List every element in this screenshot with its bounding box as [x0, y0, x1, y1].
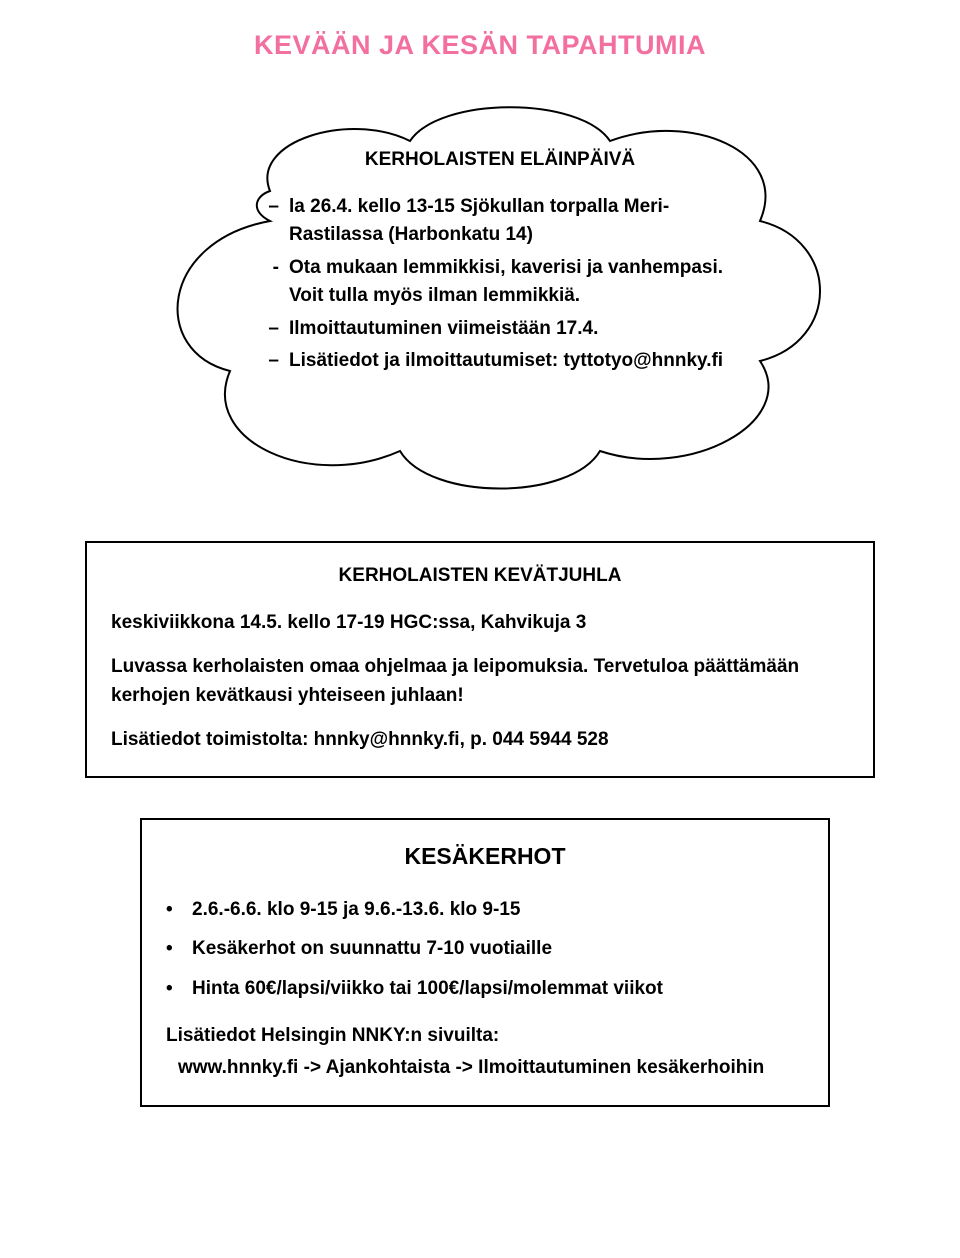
- dash-icon: -: [265, 254, 289, 311]
- box1-heading: KERHOLAISTEN KEVÄTJUHLA: [111, 561, 849, 590]
- cloud-item: – Lisätiedot ja ilmoittautumiset: tyttot…: [265, 347, 735, 376]
- bullet-text: Kesäkerhot on suunnattu 7-10 vuotiaille: [192, 933, 804, 964]
- list-item: • Kesäkerhot on suunnattu 7-10 vuotiaill…: [166, 933, 804, 964]
- box1-para: Luvassa kerholaisten omaa ohjelmaa ja le…: [111, 652, 849, 711]
- dash-icon: –: [265, 193, 289, 250]
- box2-footer2: www.hnnky.fi -> Ajankohtaista -> Ilmoitt…: [166, 1052, 804, 1083]
- list-item: • 2.6.-6.6. klo 9-15 ja 9.6.-13.6. klo 9…: [166, 894, 804, 925]
- box-kevatjuhla: KERHOLAISTEN KEVÄTJUHLA keskiviikkona 14…: [85, 541, 875, 778]
- cloud-heading: KERHOLAISTEN ELÄINPÄIVÄ: [265, 146, 735, 175]
- cloud-item-text: Lisätiedot ja ilmoittautumiset: tyttotyo…: [289, 347, 735, 376]
- dash-icon: –: [265, 315, 289, 344]
- bullet-text: 2.6.-6.6. klo 9-15 ja 9.6.-13.6. klo 9-1…: [192, 894, 804, 925]
- bullet-icon: •: [166, 933, 192, 964]
- bullet-text: Hinta 60€/lapsi/viikko tai 100€/lapsi/mo…: [192, 973, 804, 1004]
- cloud-callout: KERHOLAISTEN ELÄINPÄIVÄ – la 26.4. kello…: [100, 81, 860, 521]
- dash-icon: –: [265, 347, 289, 376]
- cloud-item: – la 26.4. kello 13-15 Sjökullan torpall…: [265, 193, 735, 250]
- page: KEVÄÄN JA KESÄN TAPAHTUMIA KERHOLAISTEN …: [0, 0, 960, 1258]
- box2-footer1: Lisätiedot Helsingin NNKY:n sivuilta:: [166, 1020, 804, 1051]
- list-item: • Hinta 60€/lapsi/viikko tai 100€/lapsi/…: [166, 973, 804, 1004]
- bullet-icon: •: [166, 973, 192, 1004]
- cloud-item: – Ilmoittautuminen viimeistään 17.4.: [265, 315, 735, 344]
- cloud-content: KERHOLAISTEN ELÄINPÄIVÄ – la 26.4. kello…: [265, 146, 735, 380]
- box1-contact: Lisätiedot toimistolta: hnnky@hnnky.fi, …: [111, 725, 849, 754]
- cloud-item-text: Ilmoittautuminen viimeistään 17.4.: [289, 315, 735, 344]
- page-title: KEVÄÄN JA KESÄN TAPAHTUMIA: [80, 30, 880, 61]
- box2-heading: KESÄKERHOT: [166, 838, 804, 876]
- box1-line1: keskiviikkona 14.5. kello 17-19 HGC:ssa,…: [111, 608, 849, 637]
- cloud-item-text: la 26.4. kello 13-15 Sjökullan torpalla …: [289, 193, 735, 250]
- box-kesakerhot: KESÄKERHOT • 2.6.-6.6. klo 9-15 ja 9.6.-…: [140, 818, 830, 1107]
- cloud-item: - Ota mukaan lemmikkisi, kaverisi ja van…: [265, 254, 735, 311]
- cloud-item-text: Ota mukaan lemmikkisi, kaverisi ja vanhe…: [289, 254, 735, 311]
- bullet-icon: •: [166, 894, 192, 925]
